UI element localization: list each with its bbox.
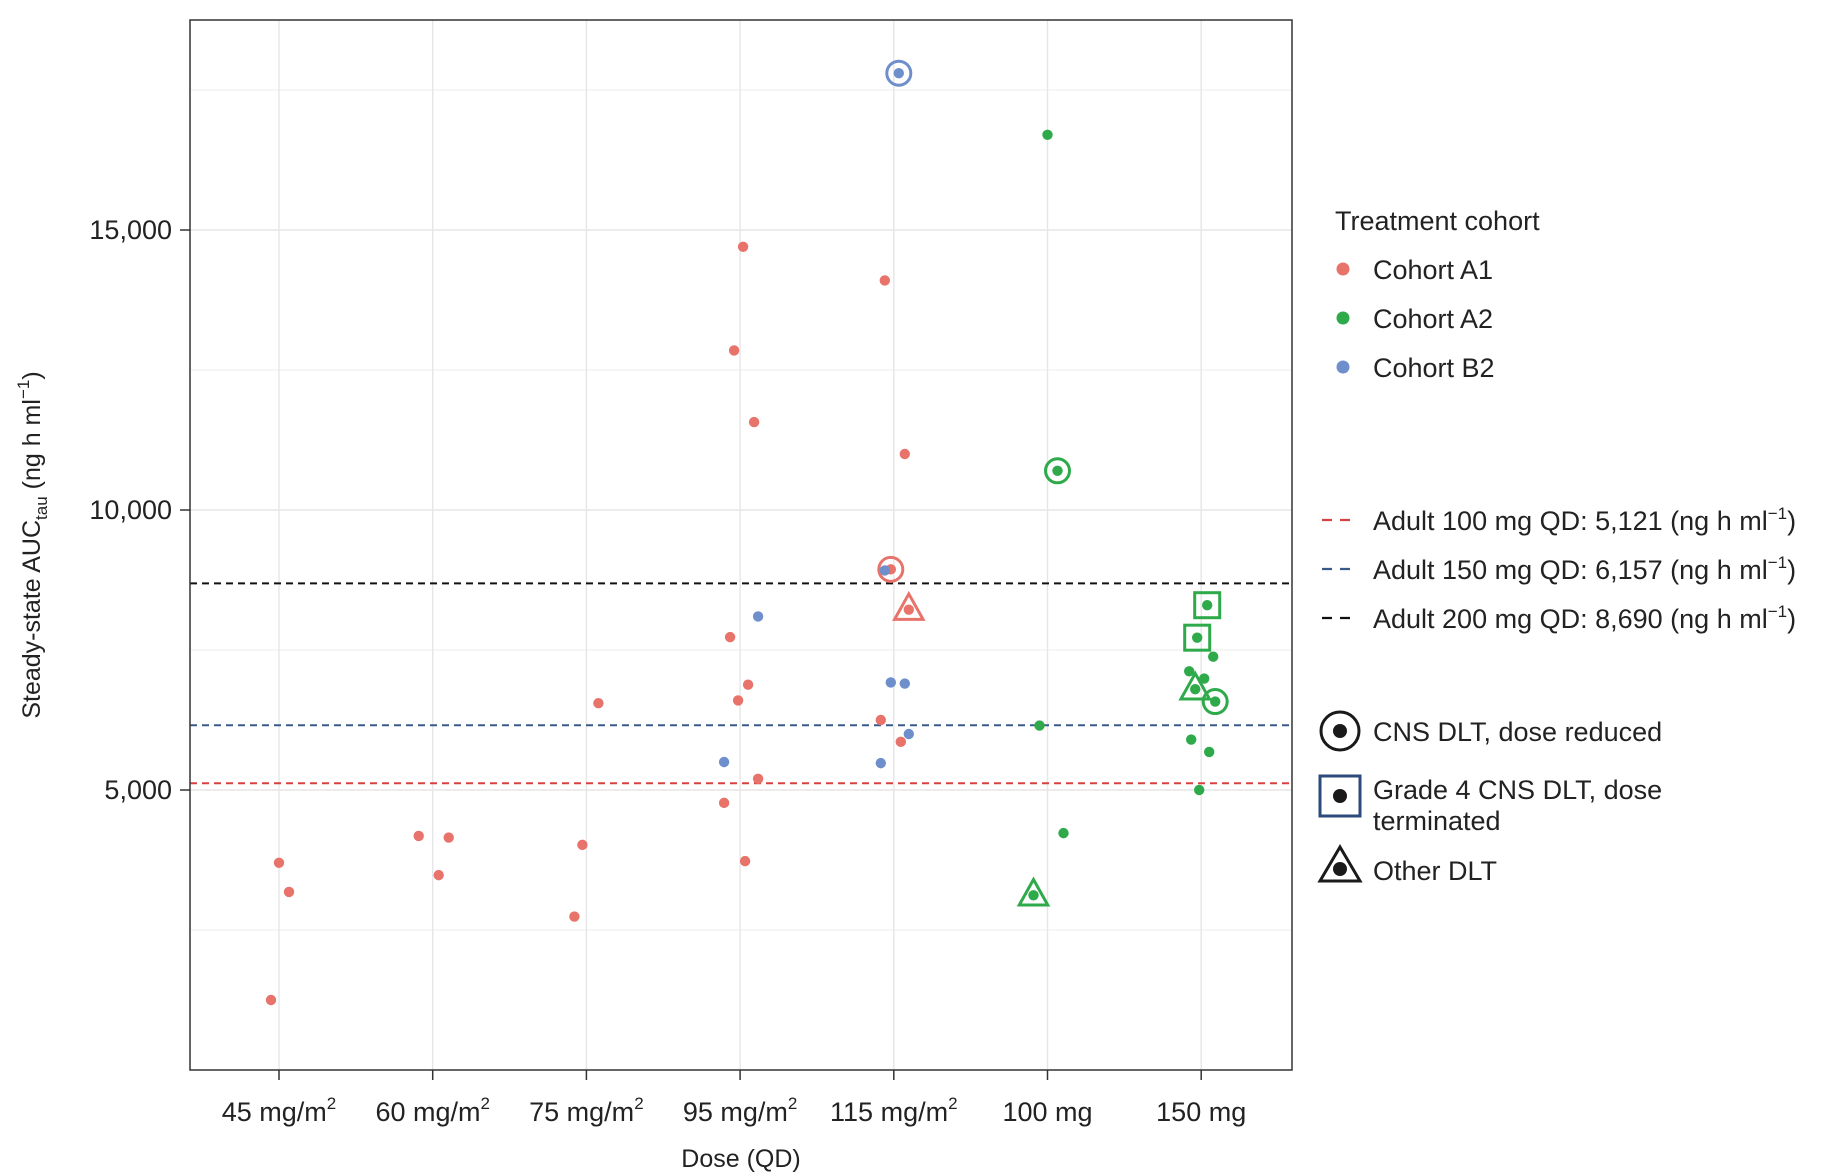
data-point (1192, 632, 1203, 643)
data-point (739, 855, 751, 867)
legend-title: Treatment cohort (1335, 206, 1540, 236)
data-point (893, 68, 904, 79)
dlt-circle-marker (1201, 688, 1229, 716)
data-point (737, 241, 749, 252)
legend-square-marker (1318, 774, 1362, 818)
data-point (899, 678, 910, 689)
legend-cohort-label: Cohort A2 (1373, 304, 1493, 334)
legend-marker-dot (1333, 724, 1347, 738)
data-point (875, 757, 886, 769)
legend-cohort-label: Cohort B2 (1373, 353, 1495, 383)
x-tick-label: 100 mg (1002, 1097, 1092, 1127)
data-point (1199, 673, 1210, 684)
data-point (1190, 684, 1201, 695)
x-axis-title: Dose (QD) (681, 1145, 800, 1172)
x-tick-label: 45 mg/m2 (222, 1094, 337, 1127)
y-tick-label: 5,000 (104, 775, 172, 805)
data-point (569, 911, 580, 922)
grid-lines (190, 20, 1292, 1070)
data-point (879, 565, 890, 576)
legend-marker-label: terminated (1373, 806, 1501, 836)
legend-circle-marker (1319, 710, 1361, 752)
data-point (752, 773, 764, 784)
reference-lines (190, 582, 1292, 785)
dlt-triangle-marker (891, 590, 926, 621)
data-point (742, 679, 754, 690)
dlt-triangle-marker (1016, 876, 1051, 907)
dlt-square-marker (1193, 591, 1222, 620)
legend-cohort-label: Cohort A1 (1373, 255, 1493, 285)
data-point (273, 857, 285, 868)
legend-marker-label: Grade 4 CNS DLT, dose (1373, 775, 1662, 805)
legend-cohort-swatch (1336, 360, 1350, 374)
legend-refline-label: Adult 200 mg QD: 8,690 (ng h ml−1) (1373, 602, 1796, 634)
y-tick-label: 15,000 (89, 215, 172, 245)
data-point (283, 886, 295, 898)
data-point (1202, 600, 1213, 611)
data-point (593, 698, 604, 709)
data-point (433, 869, 444, 881)
dlt-circle-marker (877, 555, 905, 583)
legend: Treatment cohort Cohort A1 Cohort A2 Cohort… (1317, 206, 1796, 886)
x-tick-label: 75 mg/m2 (529, 1094, 644, 1127)
legend-cohort-swatch (1336, 262, 1350, 276)
data-point (413, 830, 424, 842)
data-point (748, 416, 760, 428)
data-point (1204, 746, 1215, 758)
data-point (1208, 651, 1219, 662)
data-point (903, 604, 914, 615)
legend-refline-label: Adult 100 mg QD: 5,121 (ng h ml−1) (1373, 504, 1796, 536)
dlt-square-marker (1183, 623, 1212, 652)
plot-frame (189, 19, 1293, 1071)
data-point (1184, 666, 1195, 677)
dlt-triangle-marker (1178, 670, 1213, 701)
data-point (1034, 720, 1045, 731)
x-tick-label: 60 mg/m2 (375, 1094, 490, 1127)
data-point (443, 832, 454, 843)
legend-triangle-marker (1317, 844, 1363, 883)
data-point (875, 714, 886, 726)
data-point (752, 611, 764, 622)
x-tick-label: 115 mg/m2 (830, 1094, 958, 1127)
data-point (1210, 696, 1221, 707)
data-point (903, 728, 914, 740)
data-point (1052, 465, 1063, 476)
data-point (265, 994, 277, 1006)
data-point (1186, 734, 1197, 745)
legend-cohort-swatch (1336, 311, 1350, 325)
data-point (577, 839, 588, 851)
data-point (1058, 827, 1069, 839)
axes: 5,000 10,000 15,000 45 mg/m2 60 mg/m2 75 mg/m… (14, 215, 1246, 1172)
data-point (718, 756, 730, 768)
legend-refline-label: Adult 150 mg QD: 6,157 (ng h ml−1) (1373, 553, 1796, 585)
legend-marker-label: CNS DLT, dose reduced (1373, 717, 1662, 747)
legend-marker-dot (1333, 862, 1347, 876)
data-point (879, 275, 890, 286)
data-point (899, 448, 910, 460)
x-tick-label: 150 mg (1156, 1097, 1246, 1127)
data-points (265, 59, 1229, 1006)
dlt-circle-marker (1044, 457, 1071, 485)
data-point (1028, 890, 1039, 901)
data-point (724, 631, 736, 643)
data-point (718, 797, 730, 809)
y-tick-label: 10,000 (89, 495, 172, 525)
data-point (728, 345, 740, 356)
y-axis-title: Steady-state AUCtau (ng h ml−1) (14, 371, 51, 718)
dlt-circle-marker (885, 59, 913, 87)
data-point (732, 695, 744, 706)
data-point (895, 736, 906, 748)
data-point (1042, 129, 1053, 140)
data-point (885, 677, 896, 688)
data-point (1194, 784, 1205, 796)
x-tick-label: 95 mg/m2 (683, 1094, 798, 1127)
legend-marker-label: Other DLT (1373, 856, 1497, 886)
legend-marker-dot (1333, 789, 1347, 803)
